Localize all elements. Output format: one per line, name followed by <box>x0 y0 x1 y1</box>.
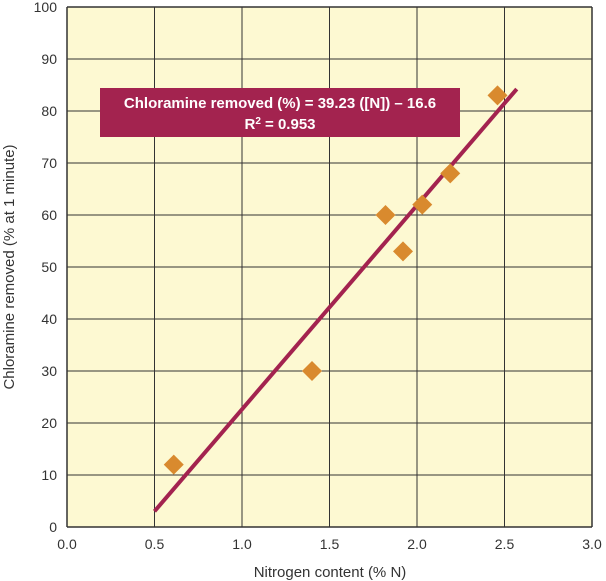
equation-text: Chloramine removed (%) = 39.23 ([N]) – 1… <box>124 95 436 112</box>
x-tick-label: 0.5 <box>145 536 165 552</box>
y-tick-label: 70 <box>41 155 57 171</box>
y-tick-label: 0 <box>49 519 57 535</box>
data-point <box>375 205 396 225</box>
y-tick-label: 60 <box>41 207 57 223</box>
y-tick-label: 100 <box>34 0 58 15</box>
data-points <box>163 85 508 475</box>
x-tick-label: 1.0 <box>232 536 252 552</box>
x-tick-label: 2.0 <box>407 536 427 552</box>
fit-line <box>152 87 519 513</box>
y-tick-label: 30 <box>41 363 57 379</box>
data-point <box>487 85 508 106</box>
x-tick-label: 3.0 <box>582 536 602 552</box>
y-tick-label: 40 <box>41 311 57 327</box>
x-tick-labels: 0.0 0.5 1.0 1.5 2.0 2.5 3.0 <box>57 536 602 552</box>
data-point <box>440 163 461 184</box>
x-axis-label: Nitrogen content (% N) <box>254 564 407 581</box>
data-point <box>302 361 322 381</box>
data-point <box>393 241 413 262</box>
r-squared-text: R2 = 0.953 <box>244 116 315 134</box>
equation-box <box>100 88 460 137</box>
x-tick-label: 0.0 <box>57 536 77 552</box>
y-tick-label: 50 <box>41 259 57 275</box>
data-point <box>412 194 433 215</box>
y-tick-label: 80 <box>41 103 57 119</box>
y-tick-labels: 0 10 20 30 40 50 60 70 80 90 100 <box>34 0 58 535</box>
y-axis-label: Chloramine removed (% at 1 minute) <box>1 144 18 389</box>
y-tick-label: 10 <box>41 467 57 483</box>
data-point <box>163 454 184 475</box>
y-tick-label: 90 <box>41 51 57 67</box>
y-tick-label: 20 <box>41 415 57 431</box>
x-tick-label: 2.5 <box>495 536 515 552</box>
x-tick-label: 1.5 <box>320 536 340 552</box>
